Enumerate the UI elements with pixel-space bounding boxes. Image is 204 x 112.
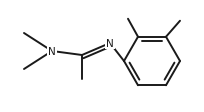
Text: N: N <box>48 47 56 56</box>
Text: N: N <box>106 39 114 49</box>
